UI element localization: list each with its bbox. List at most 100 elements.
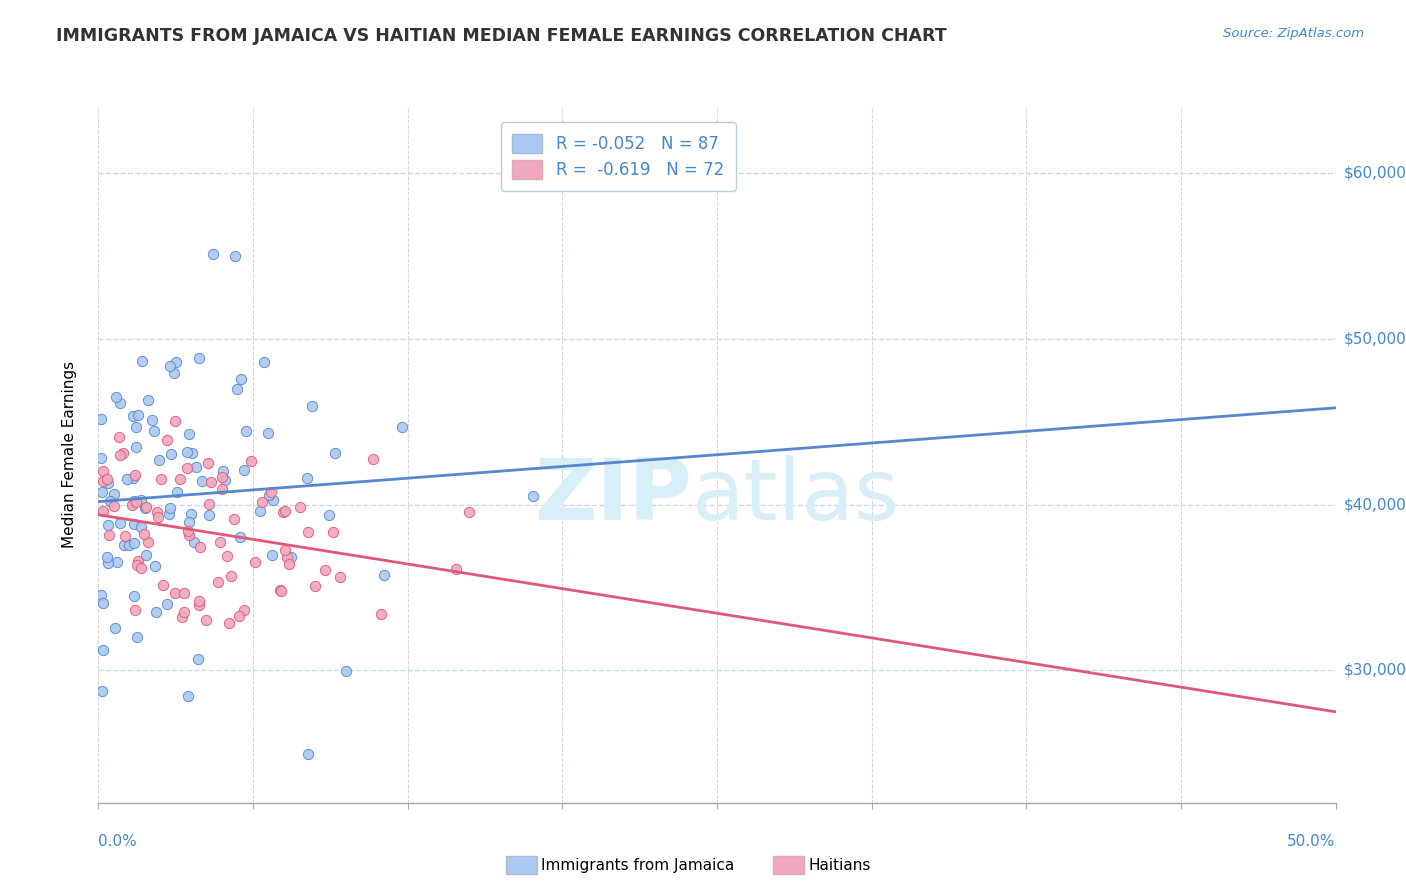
Point [239, 454, 262, 468]
Point [183, 534, 205, 549]
Point [249, 504, 271, 518]
Point [163, 585, 186, 599]
Point [211, 469, 233, 483]
Point [122, 536, 145, 550]
Point [207, 574, 229, 589]
Text: IMMIGRANTS FROM JAMAICA VS HAITIAN MEDIAN FEMALE EARNINGS CORRELATION CHART: IMMIGRANTS FROM JAMAICA VS HAITIAN MEDIA… [56, 27, 946, 45]
Point [160, 446, 183, 460]
Point [259, 485, 281, 500]
Point [198, 508, 221, 522]
Point [124, 517, 146, 532]
Point [143, 424, 166, 438]
Point [90, 411, 112, 425]
Point [191, 474, 214, 488]
Point [304, 579, 326, 593]
Legend: R = -0.052   N = 87, R =  -0.619   N = 72: R = -0.052 N = 87, R = -0.619 N = 72 [501, 122, 735, 191]
Point [276, 549, 298, 564]
Point [177, 528, 200, 542]
Point [125, 440, 148, 454]
Point [146, 509, 169, 524]
Point [103, 487, 125, 501]
Point [274, 504, 297, 518]
Point [209, 535, 232, 549]
Text: Haitians: Haitians [808, 858, 870, 872]
Point [271, 505, 294, 519]
Text: atlas: atlas [692, 455, 900, 538]
Point [228, 608, 250, 623]
Point [278, 557, 301, 571]
Point [122, 493, 145, 508]
Point [166, 484, 188, 499]
Point [104, 621, 127, 635]
Point [176, 460, 198, 475]
Point [211, 482, 233, 496]
Point [90, 451, 112, 466]
Point [103, 499, 125, 513]
Point [124, 603, 146, 617]
Point [252, 495, 274, 509]
Point [176, 524, 198, 539]
Point [149, 472, 172, 486]
Text: $40,000: $40,000 [1344, 497, 1406, 512]
Point [105, 391, 128, 405]
Point [159, 359, 181, 373]
Point [222, 512, 245, 526]
Point [159, 507, 181, 521]
Point [110, 516, 132, 530]
Point [188, 594, 211, 608]
Point [136, 393, 159, 408]
Point [159, 500, 181, 515]
Point [373, 568, 395, 582]
Point [214, 473, 236, 487]
Point [96, 472, 118, 486]
Point [134, 527, 156, 541]
Point [256, 425, 278, 440]
Point [121, 498, 143, 512]
Point [211, 464, 233, 478]
Point [179, 507, 201, 521]
Point [97, 475, 120, 490]
Text: ZIP: ZIP [534, 455, 692, 538]
Point [233, 463, 256, 477]
Point [173, 586, 195, 600]
Point [105, 556, 128, 570]
Point [156, 433, 179, 447]
Point [110, 448, 132, 462]
Point [108, 430, 131, 444]
Point [173, 605, 195, 619]
Point [127, 630, 149, 644]
Point [301, 399, 323, 413]
Point [131, 354, 153, 368]
Point [91, 684, 114, 698]
Point [96, 549, 118, 564]
Point [195, 613, 218, 627]
Point [134, 501, 156, 516]
Point [370, 607, 392, 622]
Point [198, 497, 221, 511]
Point [91, 597, 114, 611]
Point [121, 471, 143, 485]
Point [314, 563, 336, 577]
Point [97, 517, 120, 532]
Point [111, 446, 134, 460]
Text: 0.0%: 0.0% [98, 834, 138, 849]
Y-axis label: Median Female Earnings: Median Female Earnings [62, 361, 77, 549]
Point [127, 558, 149, 573]
Point [141, 413, 163, 427]
Point [295, 471, 318, 485]
Point [288, 500, 311, 514]
Point [297, 524, 319, 539]
Text: Immigrants from Jamaica: Immigrants from Jamaica [541, 858, 734, 872]
Point [152, 578, 174, 592]
Point [197, 457, 219, 471]
Point [200, 475, 222, 490]
Point [218, 615, 240, 630]
Point [446, 562, 468, 576]
Point [135, 548, 157, 562]
Point [91, 485, 114, 500]
Point [219, 568, 242, 582]
Point [112, 537, 135, 551]
Point [98, 528, 121, 542]
Point [190, 540, 212, 554]
Point [91, 475, 114, 489]
